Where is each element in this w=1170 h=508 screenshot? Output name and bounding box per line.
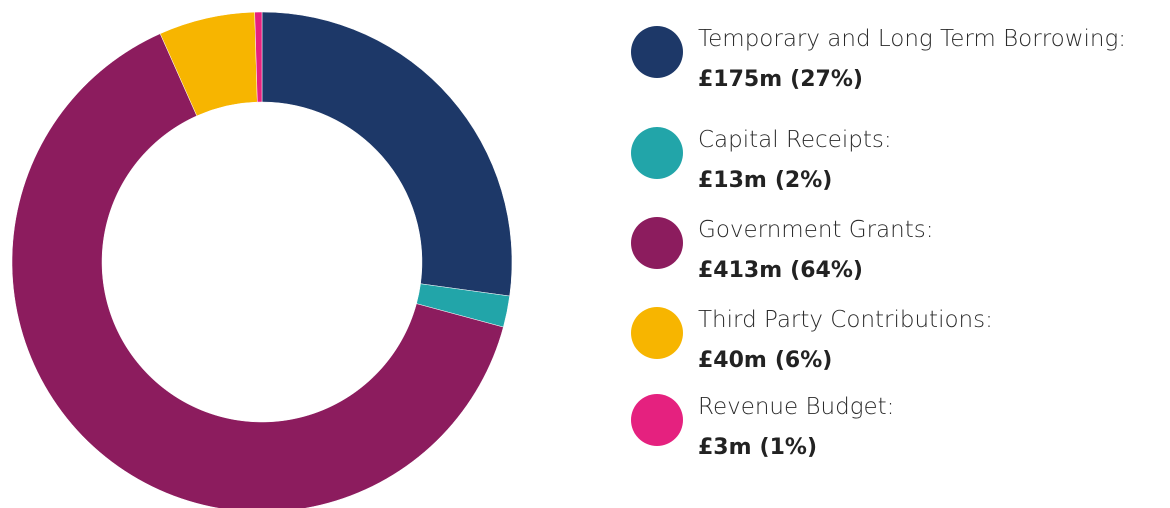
donut-slice xyxy=(11,33,504,508)
value-label: £413m xyxy=(698,258,782,283)
value-label: £3m xyxy=(698,435,752,460)
legend-name: Temporary and Long Term Borrowing: xyxy=(698,26,1126,52)
legend-value: £13m (2%) xyxy=(698,168,832,193)
legend-value: £175m (27%) xyxy=(698,67,863,92)
legend-swatch xyxy=(631,127,683,179)
legend-name: Third Party Contributions: xyxy=(698,307,993,333)
legend-swatch xyxy=(631,307,683,359)
legend-name: Capital Receipts: xyxy=(698,127,892,153)
legend-value: £413m (64%) xyxy=(698,258,863,283)
percent-label: (27%) xyxy=(790,67,863,92)
legend-name: Government Grants: xyxy=(698,217,933,243)
value-label: £40m xyxy=(698,348,767,373)
legend-name: Revenue Budget: xyxy=(698,394,894,420)
percent-label: (1%) xyxy=(760,435,817,460)
value-label: £175m xyxy=(698,67,782,92)
legend-swatch xyxy=(631,217,683,269)
donut-slice xyxy=(261,11,513,297)
legend-swatch xyxy=(631,26,683,78)
percent-label: (64%) xyxy=(790,258,863,283)
legend-value: £3m (1%) xyxy=(698,435,817,460)
percent-label: (2%) xyxy=(775,168,832,193)
donut-slice xyxy=(254,11,263,103)
value-label: £13m xyxy=(698,168,767,193)
legend-swatch xyxy=(631,394,683,446)
legend-value: £40m (6%) xyxy=(698,348,832,373)
percent-label: (6%) xyxy=(775,348,832,373)
